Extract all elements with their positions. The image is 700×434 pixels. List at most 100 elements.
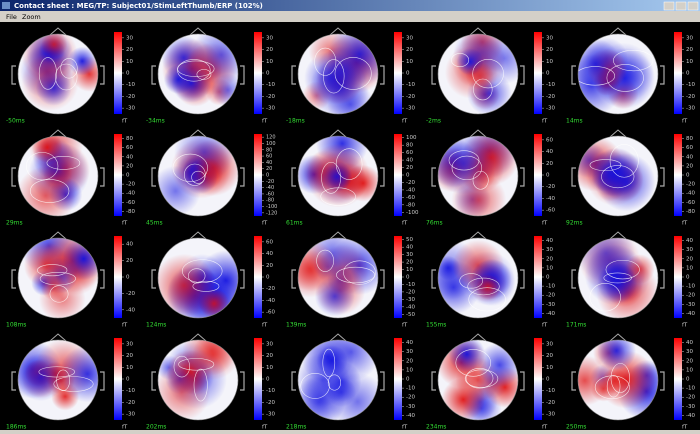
colorbar-unit: fT bbox=[682, 425, 688, 431]
contour-line bbox=[327, 374, 342, 391]
head-map bbox=[578, 136, 658, 216]
colorbar-tick-label: -40 bbox=[686, 413, 695, 419]
colorbar bbox=[674, 32, 682, 114]
colorbar-tick-label: -10 bbox=[686, 82, 695, 88]
nose bbox=[49, 27, 67, 36]
contour-line bbox=[589, 283, 621, 312]
colorbar-tick-label: 20 bbox=[126, 258, 133, 264]
contour-line bbox=[467, 277, 500, 296]
colorbar-tick-label: -80 bbox=[406, 202, 415, 208]
colorbar-tick-label: -10 bbox=[126, 388, 135, 394]
ear bbox=[11, 269, 16, 289]
colorbar-tick-label: -80 bbox=[126, 209, 135, 215]
contour-line bbox=[39, 272, 76, 286]
colorbar-tick-label: 40 bbox=[126, 154, 133, 160]
colorbar-tick-label: -40 bbox=[546, 196, 555, 202]
topography-panel: 60 40 20 0 -20 -40 -60 fT 76ms bbox=[426, 129, 555, 227]
close-button[interactable] bbox=[687, 1, 699, 11]
colorbar-tick-label: -10 bbox=[266, 82, 275, 88]
contour-line bbox=[603, 272, 632, 284]
field-blob bbox=[316, 345, 348, 377]
colorbar-unit: fT bbox=[682, 221, 688, 227]
menu-item[interactable]: File bbox=[6, 13, 17, 21]
contour-line bbox=[25, 152, 59, 181]
colorbar-tick-label: 10 bbox=[406, 367, 413, 373]
contour-line bbox=[468, 287, 506, 312]
ear bbox=[100, 269, 105, 289]
time-label: 45ms bbox=[146, 220, 163, 227]
colorbar-tick-label: 30 bbox=[126, 341, 133, 347]
colorbar-tick-label: 40 bbox=[686, 340, 693, 346]
head-map bbox=[18, 340, 98, 420]
colorbar-tick-label: -10 bbox=[126, 82, 135, 88]
colorbar-tick-label: -30 bbox=[126, 106, 135, 112]
topography-panel: 30 20 10 0 -10 -20 -30 fT 234ms bbox=[426, 333, 555, 431]
colorbar-tick-label: -20 bbox=[126, 400, 135, 406]
head-map bbox=[438, 136, 518, 216]
colorbar-tick-label: -30 bbox=[686, 106, 695, 112]
colorbar-tick-label: 40 bbox=[546, 238, 553, 244]
menu-bar bbox=[0, 11, 700, 22]
menu-item[interactable]: Zoom bbox=[22, 13, 41, 21]
topography-panel: 30 20 10 0 -10 -20 -30 fT -34ms bbox=[146, 27, 275, 125]
colorbar-tick-label: -20 bbox=[126, 182, 135, 188]
colorbar-tick-label: -20 bbox=[266, 94, 275, 100]
minimize-button[interactable] bbox=[663, 1, 675, 11]
ear bbox=[431, 167, 436, 187]
colorbar-tick-label: 30 bbox=[686, 349, 693, 355]
colorbar bbox=[254, 338, 262, 420]
colorbar-unit: fT bbox=[402, 221, 408, 227]
colorbar-tick-label: -120 bbox=[266, 210, 277, 216]
head-outline bbox=[577, 33, 659, 115]
colorbar-tick-label: -10 bbox=[406, 386, 415, 392]
ear bbox=[571, 65, 576, 85]
colorbar-tick-label: 40 bbox=[406, 340, 413, 346]
colorbar-tick-label: 0 bbox=[406, 377, 410, 383]
colorbar bbox=[394, 338, 402, 420]
colorbar-tick-label: 0 bbox=[266, 71, 270, 77]
colorbar-tick-label: 0 bbox=[546, 71, 550, 77]
colorbar bbox=[394, 134, 402, 216]
contour-line bbox=[464, 369, 499, 388]
head-map bbox=[438, 34, 518, 114]
colorbar-tick-label: 20 bbox=[406, 358, 413, 364]
ear bbox=[100, 371, 105, 391]
colorbar-tick-label: 0 bbox=[686, 173, 690, 179]
time-label: 234ms bbox=[426, 424, 446, 431]
field-blob bbox=[298, 239, 339, 298]
ear bbox=[291, 269, 296, 289]
colorbar bbox=[254, 32, 262, 114]
contour-line bbox=[448, 150, 480, 171]
colorbar-tick-label: 20 bbox=[126, 163, 133, 169]
ear bbox=[660, 65, 665, 85]
head-map bbox=[158, 136, 238, 216]
colorbar-tick-label: -20 bbox=[546, 293, 555, 299]
colorbar-tick-label: 0 bbox=[546, 275, 550, 281]
maximize-button[interactable] bbox=[675, 1, 687, 11]
head-outline bbox=[437, 237, 519, 319]
nose bbox=[469, 231, 487, 240]
colorbar-tick-label: 20 bbox=[266, 47, 273, 53]
colorbar-unit: fT bbox=[542, 119, 548, 125]
colorbar-tick-label: -20 bbox=[686, 182, 695, 188]
colorbar-tick-label: 0 bbox=[126, 173, 130, 179]
time-label: 218ms bbox=[286, 424, 306, 431]
ear bbox=[240, 65, 245, 85]
colorbar-tick-label: -100 bbox=[406, 210, 419, 216]
head-outline bbox=[437, 33, 519, 115]
colorbar-tick-label: -10 bbox=[546, 388, 555, 394]
ear bbox=[571, 371, 576, 391]
colorbar-tick-label: 40 bbox=[126, 242, 133, 248]
colorbar-tick-label: 20 bbox=[406, 260, 413, 266]
contour-line bbox=[578, 66, 616, 86]
colorbar-tick-label: 40 bbox=[406, 245, 413, 251]
colorbar-tick-label: 100 bbox=[266, 141, 276, 147]
contour-line bbox=[193, 368, 208, 402]
colorbar-unit: fT bbox=[402, 323, 408, 329]
colorbar-tick-label: 120 bbox=[266, 135, 276, 141]
contour-line bbox=[53, 376, 94, 392]
topography-panel: 80 60 40 20 0 -20 -40 -60 -80 fT 92ms bbox=[566, 129, 695, 227]
head-map bbox=[158, 34, 238, 114]
